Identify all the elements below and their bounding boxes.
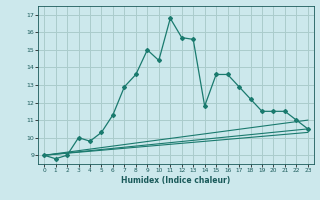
- X-axis label: Humidex (Indice chaleur): Humidex (Indice chaleur): [121, 176, 231, 185]
